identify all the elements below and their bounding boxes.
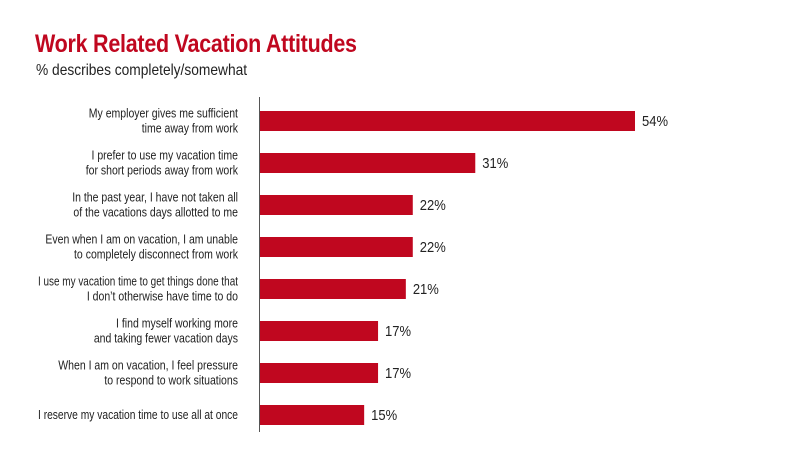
- chart-subtitle: % describes completely/somewhat: [36, 62, 248, 79]
- category-label: In the past year, I have not taken all: [72, 191, 238, 205]
- value-label: 17%: [385, 323, 411, 340]
- category-label: I reserve my vacation time to use all at…: [38, 408, 238, 422]
- value-label: 15%: [371, 407, 397, 424]
- bar: [260, 111, 635, 131]
- category-label: to respond to work situations: [104, 374, 238, 388]
- bar: [260, 405, 365, 425]
- category-label: of the vacations days allotted to me: [73, 206, 238, 220]
- bar: [260, 195, 413, 215]
- value-label: 21%: [413, 281, 439, 298]
- category-label: and taking fewer vacation days: [94, 332, 238, 346]
- category-label: My employer gives me sufficient: [89, 107, 239, 121]
- value-label: 31%: [482, 155, 508, 172]
- category-label: time away from work: [142, 122, 239, 136]
- category-label: for short periods away from work: [86, 164, 239, 178]
- category-label: I find myself working more: [116, 317, 238, 331]
- value-label: 22%: [420, 197, 446, 214]
- category-label: I don’t otherwise have time to do: [87, 290, 238, 304]
- category-label: to completely disconnect from work: [74, 248, 239, 262]
- category-label: I prefer to use my vacation time: [92, 149, 239, 163]
- category-label: Even when I am on vacation, I am unable: [45, 233, 238, 247]
- bar: [260, 279, 406, 299]
- bar: [260, 237, 413, 257]
- bar: [260, 321, 379, 341]
- bar: [260, 153, 476, 173]
- value-label: 54%: [642, 113, 668, 130]
- chart-title: Work Related Vacation Attitudes: [35, 30, 357, 58]
- bar: [260, 363, 379, 383]
- category-label: I use my vacation time to get things don…: [38, 275, 238, 289]
- value-label: 22%: [420, 239, 446, 256]
- category-label: When I am on vacation, I feel pressure: [58, 359, 238, 373]
- value-label: 17%: [385, 365, 411, 382]
